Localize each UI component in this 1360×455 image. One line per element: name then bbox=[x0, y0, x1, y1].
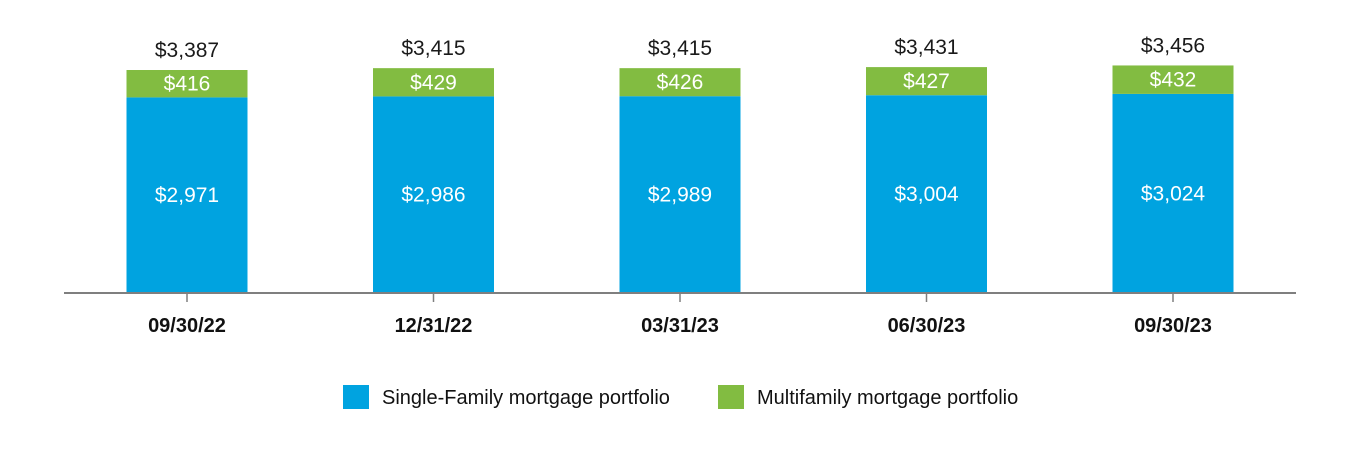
legend-label-single-family-mortgage-portfolio: Single-Family mortgage portfolio bbox=[382, 387, 670, 409]
multifamily-value-label: $427 bbox=[903, 70, 950, 93]
single-family-value-label: $2,971 bbox=[155, 184, 219, 207]
bar-multifamily-09-30-23 bbox=[1112, 65, 1234, 94]
legend-swatch-multifamily-mortgage-portfolio bbox=[718, 385, 744, 409]
x-tick-label: 12/31/22 bbox=[395, 315, 473, 337]
total-value-label: $3,431 bbox=[894, 36, 958, 59]
x-tick-label: 09/30/22 bbox=[148, 315, 226, 337]
bar-single-family-09-30-23 bbox=[1112, 93, 1234, 294]
x-tick-label: 03/31/23 bbox=[641, 315, 719, 337]
bar-multifamily-09-30-22 bbox=[126, 70, 248, 98]
total-value-label: $3,387 bbox=[155, 39, 219, 62]
multifamily-value-label: $426 bbox=[657, 71, 704, 94]
single-family-value-label: $3,004 bbox=[894, 183, 959, 206]
x-axis: 09/30/22 12/31/22 03/31/23 06/30/23 09/30/23 bbox=[64, 292, 1296, 337]
total-value-label: $3,415 bbox=[401, 37, 465, 60]
single-family-value-label: $3,024 bbox=[1141, 182, 1206, 205]
bar-single-family-06-30-23 bbox=[866, 95, 987, 294]
multifamily-value-label: $416 bbox=[164, 73, 211, 96]
legend: Single-Family mortgage portfolio Multifam… bbox=[343, 385, 1018, 409]
legend-label-multifamily-mortgage-portfolio: Multifamily mortgage portfolio bbox=[757, 387, 1018, 409]
bar-single-family-12-31-22 bbox=[373, 96, 494, 294]
x-tick-label: 09/30/23 bbox=[1134, 315, 1212, 337]
multifamily-value-label: $432 bbox=[1150, 69, 1197, 92]
legend-swatch-single-family-mortgage-portfolio bbox=[343, 385, 369, 409]
single-family-value-label: $2,989 bbox=[648, 184, 712, 207]
multifamily-value-label: $429 bbox=[410, 71, 457, 94]
bars-layer: $2,971 $416 $3,387 $2,986 $429 $3,415 $2,989 $4… bbox=[126, 34, 1234, 294]
single-family-value-label: $2,986 bbox=[401, 184, 465, 207]
total-value-label: $3,415 bbox=[648, 37, 712, 60]
bar-single-family-09-30-22 bbox=[126, 97, 248, 293]
bar-multifamily-06-30-23 bbox=[866, 67, 987, 96]
x-tick-label: 06/30/23 bbox=[888, 315, 966, 337]
bar-multifamily-12-31-22 bbox=[373, 68, 494, 97]
bar-multifamily-03-31-23 bbox=[619, 68, 741, 97]
bar-single-family-03-31-23 bbox=[619, 96, 741, 293]
total-value-label: $3,456 bbox=[1141, 34, 1205, 57]
